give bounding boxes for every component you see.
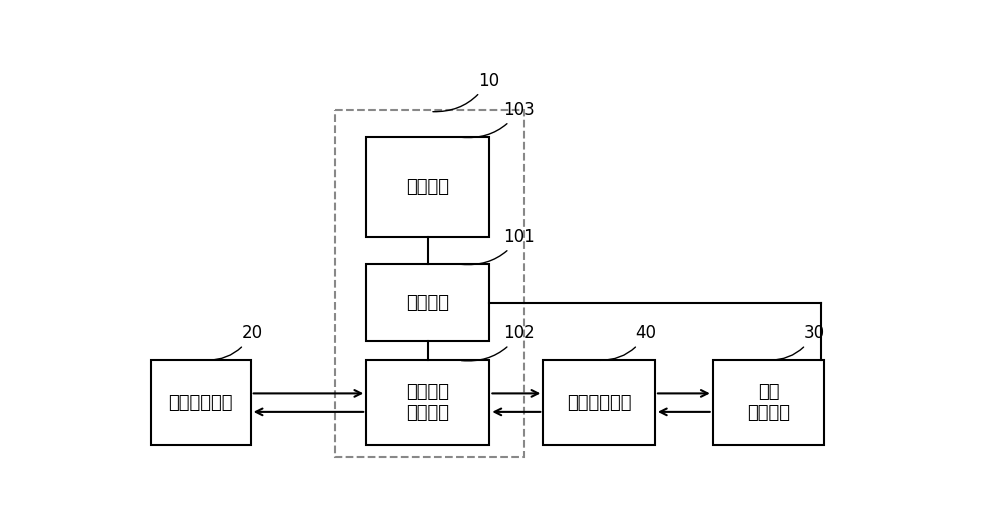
Text: 103: 103	[461, 101, 535, 138]
Bar	[335, 110, 524, 456]
Text: 控制模块: 控制模块	[406, 294, 449, 312]
Text: 20: 20	[207, 325, 263, 360]
Bar	[713, 360, 824, 445]
Text: 10: 10	[433, 72, 499, 112]
Text: 存储模块: 存储模块	[406, 178, 449, 196]
Text: 射频
收发模块: 射频 收发模块	[747, 383, 790, 422]
Text: 30: 30	[769, 325, 825, 360]
Bar	[543, 360, 655, 445]
Text: 可控阻抗
匹配模块: 可控阻抗 匹配模块	[406, 383, 449, 422]
Text: 102: 102	[461, 325, 535, 361]
Text: 第一射频器件: 第一射频器件	[168, 394, 233, 412]
Bar	[366, 137, 489, 237]
Bar	[366, 264, 489, 341]
Text: 101: 101	[461, 228, 535, 264]
Text: 40: 40	[600, 325, 657, 360]
Bar	[366, 360, 489, 445]
Bar	[151, 360, 251, 445]
Text: 第二射频器件: 第二射频器件	[567, 394, 631, 412]
